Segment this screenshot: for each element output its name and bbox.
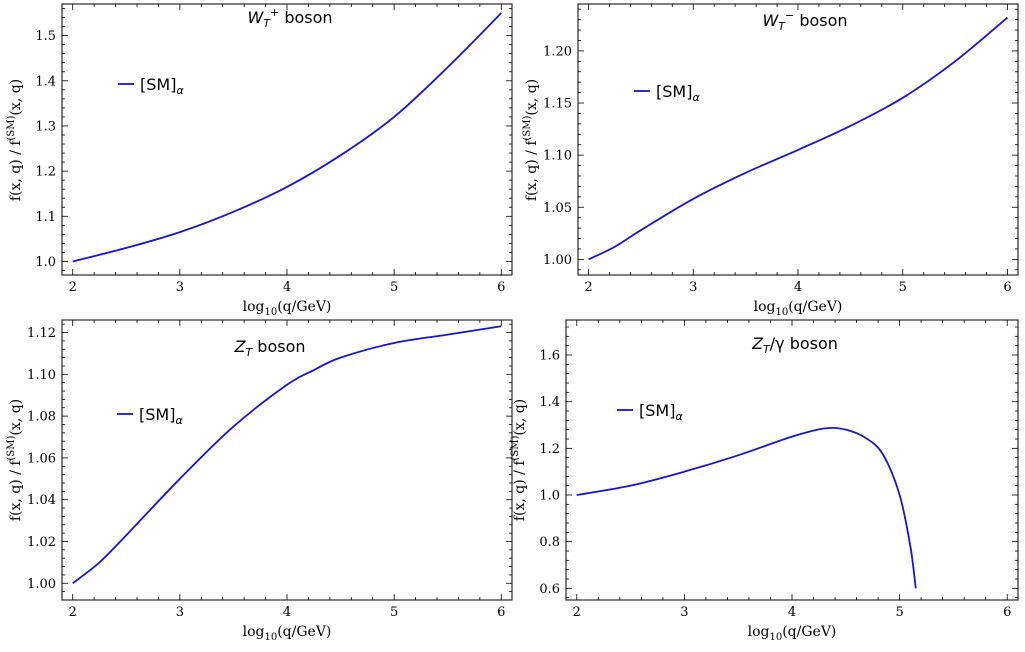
x-tick-label: 3 xyxy=(176,605,184,620)
panel-title: ZT boson xyxy=(234,337,306,359)
x-axis-label: log10(q/GeV) xyxy=(243,299,332,318)
x-tick-label: 3 xyxy=(689,280,697,295)
x-tick-label: 5 xyxy=(390,280,398,295)
y-tick-label: 1.4 xyxy=(35,74,56,89)
y-tick-label: 1.10 xyxy=(27,368,56,383)
panel-3: 2 3 4 5 6 1.00 1.02 1.04 1.06 1.08 1.10 1.12 log10(q… xyxy=(6,319,513,643)
x-tick-label: 2 xyxy=(69,280,77,295)
series-line xyxy=(72,325,502,584)
y-tick-label: 1.05 xyxy=(543,201,572,216)
y-tick-label: 1.15 xyxy=(543,97,572,112)
panel-4: 2 3 4 5 6 0.6 0.8 1.0 1.2 1.4 1.6 log10(q/GeV) f(x, … xyxy=(510,319,1019,643)
x-tick-label: 4 xyxy=(788,605,796,620)
y-tick-label: 1.06 xyxy=(27,451,56,466)
x-tick-label: 2 xyxy=(584,280,592,295)
y-tick-label: 1.0 xyxy=(539,489,560,504)
y-tick-label: 0.6 xyxy=(539,582,560,597)
y-tick-label: 1.20 xyxy=(543,44,572,59)
plot-frame xyxy=(565,319,1019,601)
x-tick-label: 5 xyxy=(899,280,907,295)
x-axis-label: log10(q/GeV) xyxy=(748,624,837,643)
y-axis-label: f(x, q) / f(SM)(x, q) xyxy=(6,79,24,201)
y-tick-label: 1.3 xyxy=(35,119,56,134)
panel-title: ZT/γ boson xyxy=(751,334,838,356)
y-tick-label: 0.8 xyxy=(539,535,560,550)
series-line xyxy=(588,16,1009,261)
y-axis-label: f(x, q) / f(SM)(x, q) xyxy=(522,79,540,201)
plot-frame xyxy=(577,3,1019,276)
x-axis-label: log10(q/GeV) xyxy=(754,299,843,318)
y-tick-label: 1.12 xyxy=(27,326,56,341)
y-axis-label: f(x, q) / f(SM)(x, q) xyxy=(6,399,24,521)
x-tick-label: 2 xyxy=(573,605,581,620)
y-tick-label: 1.6 xyxy=(539,349,560,364)
y-tick-label: 1.5 xyxy=(35,29,56,44)
panel-title: WT− boson xyxy=(762,9,847,33)
y-tick-label: 1.4 xyxy=(539,395,560,410)
x-tick-label: 6 xyxy=(1003,280,1011,295)
series-line xyxy=(576,426,917,589)
y-tick-label: 1.0 xyxy=(35,255,56,270)
plot-frame xyxy=(61,319,513,601)
legend-label: [SM]α xyxy=(656,82,700,104)
panel-1: 2 3 4 5 6 1.0 1.1 1.2 1.3 1.4 1.5 log10(q/GeV) f(x, … xyxy=(6,3,513,318)
legend-label: [SM]α xyxy=(139,405,183,427)
series-line xyxy=(72,12,502,263)
y-tick-label: 1.1 xyxy=(35,210,56,225)
x-tick-label: 5 xyxy=(895,605,903,620)
y-tick-label: 1.10 xyxy=(543,149,572,164)
panel-title: WT+ boson xyxy=(247,6,332,30)
legend-label: [SM]α xyxy=(639,401,683,423)
x-tick-label: 4 xyxy=(283,605,291,620)
legend-label: [SM]α xyxy=(140,75,184,97)
x-tick-label: 6 xyxy=(497,280,505,295)
x-tick-label: 6 xyxy=(497,605,505,620)
panel-2: 2 3 4 5 6 1.00 1.05 1.10 1.15 1.20 log10(q/GeV) f(x… xyxy=(522,3,1019,318)
y-tick-label: 1.02 xyxy=(27,535,56,550)
x-tick-label: 4 xyxy=(794,280,802,295)
x-tick-label: 2 xyxy=(69,605,77,620)
x-tick-label: 5 xyxy=(390,605,398,620)
x-tick-label: 4 xyxy=(283,280,291,295)
y-tick-label: 1.2 xyxy=(539,442,560,457)
x-tick-label: 3 xyxy=(680,605,688,620)
y-axis-label: f(x, q) / f(SM)(x, q) xyxy=(510,399,528,521)
plot-frame xyxy=(61,3,513,276)
x-tick-label: 6 xyxy=(1003,605,1011,620)
x-tick-label: 3 xyxy=(176,280,184,295)
y-tick-label: 1.04 xyxy=(27,493,56,508)
y-tick-label: 1.00 xyxy=(543,253,572,268)
y-tick-label: 1.08 xyxy=(27,410,56,425)
y-tick-label: 1.2 xyxy=(35,165,56,180)
x-axis-label: log10(q/GeV) xyxy=(243,624,332,643)
y-tick-label: 1.00 xyxy=(27,577,56,592)
